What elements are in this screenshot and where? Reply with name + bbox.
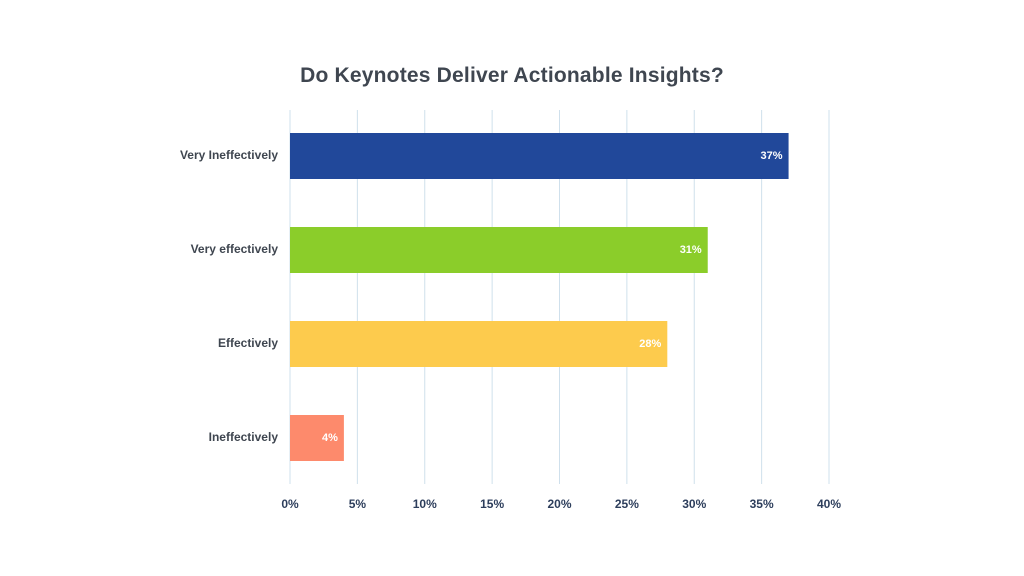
x-tick-label: 30%	[682, 497, 706, 511]
bar-very-effectively	[290, 227, 708, 273]
labels: 0% 5% 10% 15% 20% 25% 30% 35% 40% Very Ineffectiv…	[180, 148, 841, 511]
category-label: Very effectively	[191, 242, 279, 256]
bar-ineffectively	[290, 415, 344, 461]
category-label: Effectively	[218, 336, 278, 350]
x-tick-label: 5%	[349, 497, 367, 511]
data-label: 37%	[761, 150, 783, 162]
category-label: Ineffectively	[209, 430, 279, 444]
x-tick-label: 40%	[817, 497, 841, 511]
category-label: Very Ineffectively	[180, 148, 278, 162]
x-tick-label: 0%	[281, 497, 299, 511]
data-label: 4%	[322, 432, 338, 444]
x-tick-label: 10%	[413, 497, 437, 511]
gridlines	[289, 110, 830, 484]
chart-title: Do Keynotes Deliver Actionable Insights?	[300, 64, 724, 87]
bars	[290, 133, 789, 461]
x-tick-label: 15%	[480, 497, 504, 511]
data-label: 28%	[639, 338, 661, 350]
x-tick-label: 20%	[547, 497, 571, 511]
bar-very-ineffectively	[290, 133, 789, 179]
x-tick-label: 25%	[615, 497, 639, 511]
bar-effectively	[290, 321, 668, 367]
data-label: 31%	[680, 244, 702, 256]
x-tick-label: 35%	[750, 497, 774, 511]
